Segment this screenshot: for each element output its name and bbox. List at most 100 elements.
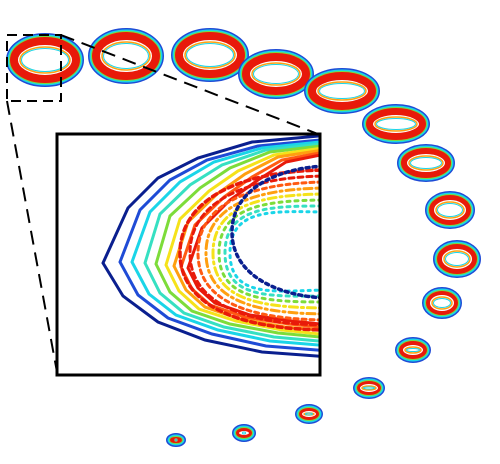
ring-cyan-band	[398, 145, 454, 181]
leader-line-lower	[6, 100, 58, 373]
ring-red-core	[366, 108, 426, 140]
ring-red-core	[236, 428, 252, 438]
ring-cyan-band	[423, 288, 461, 318]
ring-inner-cyan	[242, 431, 246, 435]
zoom-box	[6, 34, 62, 102]
ring-red-core	[357, 381, 381, 395]
ring-cyan-band	[172, 29, 248, 81]
ring-red-core	[401, 148, 451, 178]
zoom-indicator	[6, 34, 319, 373]
ring-cyan-band	[354, 378, 384, 398]
inset-dotted-contour	[223, 204, 320, 298]
inset-solid-contour	[130, 140, 320, 347]
ring-inner-cyan	[186, 43, 234, 67]
contour-ring	[422, 287, 462, 319]
ring-cyan-band	[296, 405, 322, 423]
ring-inner-cyan	[174, 438, 178, 442]
ring-inner-orange	[431, 296, 453, 310]
ring-outer-edge	[88, 28, 164, 84]
ring-cyan-band	[363, 105, 429, 143]
ring-inner-cyan	[21, 48, 69, 72]
contour-ring	[395, 337, 431, 363]
ring-outer-edge	[166, 433, 186, 447]
ring-red-core	[426, 291, 458, 315]
ring-outer-edge	[433, 240, 481, 278]
ring-inner-orange	[317, 81, 367, 101]
contour-ring	[397, 144, 455, 182]
ring-inner-orange	[443, 250, 471, 268]
inset-solid-contour	[154, 144, 320, 339]
contour-ring	[353, 377, 385, 399]
ring-inner-orange	[19, 46, 71, 74]
leader-line-upper	[60, 34, 319, 135]
ring-inner-cyan	[445, 252, 469, 266]
ring-sequence	[6, 28, 481, 447]
ring-inner-cyan	[410, 157, 442, 169]
ring-red-core	[10, 37, 80, 83]
ring-inner-cyan	[253, 64, 299, 84]
ring-outer-edge	[238, 49, 314, 99]
contour-ring	[232, 424, 256, 442]
ring-red-core	[299, 408, 319, 420]
ring-outer-edge	[232, 424, 256, 442]
ring-cyan-band	[233, 425, 255, 441]
ring-inner-cyan	[103, 43, 149, 69]
ring-cyan-band	[167, 434, 185, 446]
ring-outer-edge	[362, 104, 430, 144]
ring-red-core	[242, 53, 310, 95]
contour-ring	[295, 404, 323, 424]
ring-inner-cyan	[363, 386, 375, 390]
ring-red-core	[437, 244, 477, 274]
inset-solid-contour	[164, 146, 320, 336]
ring-inner-cyan	[305, 412, 313, 416]
inset-dotted-contour	[196, 180, 320, 322]
ring-outer-edge	[422, 287, 462, 319]
ring-red-core	[308, 72, 376, 110]
inset-solid-contour	[118, 138, 320, 352]
contour-ring	[433, 240, 481, 278]
ring-outer-edge	[353, 377, 385, 399]
inset-dotted-contour	[228, 210, 320, 293]
inset-frame	[55, 132, 322, 377]
ring-cyan-band	[305, 69, 379, 113]
ring-inner-orange	[404, 346, 422, 354]
ring-inner-orange	[435, 201, 465, 219]
contour-ring	[6, 33, 84, 87]
ring-red-core	[92, 32, 160, 80]
ring-inner-orange	[101, 41, 151, 71]
contour-ring	[425, 191, 475, 229]
ring-red-core	[399, 341, 427, 359]
ring-inner-cyan	[319, 83, 365, 99]
contour-ring	[238, 49, 314, 99]
ring-red-core	[429, 195, 471, 225]
inset-dotted-contour	[178, 168, 320, 332]
inset-contours	[101, 134, 320, 358]
ring-cyan-band	[89, 29, 163, 83]
ring-outer-edge	[425, 191, 475, 229]
contour-ring	[304, 68, 380, 114]
ring-inner-orange	[408, 155, 444, 171]
ring-cyan-band	[396, 338, 430, 362]
inset-dotted-contour	[230, 164, 320, 300]
ring-outer-edge	[395, 337, 431, 363]
ring-inner-orange	[251, 62, 301, 86]
contour-ring	[171, 28, 249, 82]
ring-outer-edge	[304, 68, 380, 114]
ring-cyan-band	[426, 192, 474, 228]
ring-inner-orange	[361, 385, 377, 391]
contour-ring	[362, 104, 430, 144]
ring-inner-cyan	[406, 348, 420, 352]
ring-cyan-band	[239, 50, 313, 98]
inset-dotted-contour	[204, 186, 320, 316]
ring-inner-orange	[374, 116, 418, 132]
ring-red-core	[175, 32, 245, 78]
inset-solid-contour	[101, 134, 320, 358]
ring-outer-edge	[295, 404, 323, 424]
ring-inner-cyan	[437, 203, 463, 217]
ring-inner-orange	[184, 41, 236, 69]
zoom-inset	[55, 132, 322, 377]
ring-cyan-band	[434, 241, 480, 277]
ring-inner-cyan	[376, 118, 416, 130]
